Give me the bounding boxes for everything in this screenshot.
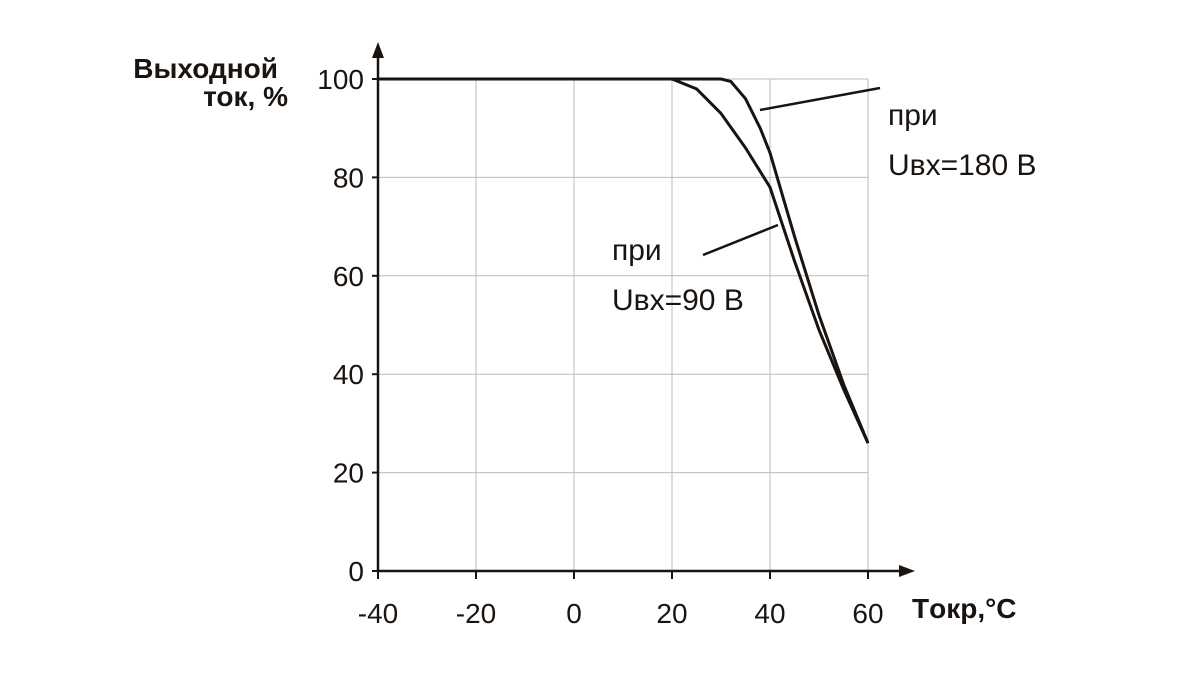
- series-label: Uвх=180 В: [888, 149, 1037, 182]
- y-tick-label: 40: [333, 359, 364, 390]
- x-tick-label: 60: [852, 598, 883, 629]
- x-tick-label: 40: [754, 598, 785, 629]
- y-tick-label: 100: [317, 64, 364, 95]
- x-tick-label: 0: [566, 598, 582, 629]
- x-axis-label: Tокр,°C: [912, 593, 1017, 624]
- y-tick-label: 80: [333, 162, 364, 193]
- annotation: при: [888, 99, 938, 132]
- y-axis-label: Выходной: [133, 53, 278, 84]
- leader-line: [759, 86, 881, 112]
- y-axis-arrow: [372, 42, 384, 58]
- x-axis-arrow: [899, 565, 915, 577]
- x-tick-label: 20: [656, 598, 687, 629]
- x-tick-label: -20: [456, 598, 496, 629]
- annotation: при: [612, 234, 662, 267]
- y-tick-label: 0: [348, 556, 364, 587]
- y-tick-label: 20: [333, 458, 364, 489]
- series-label: Uвх=90 В: [612, 284, 744, 317]
- x-tick-label: -40: [358, 598, 398, 629]
- y-axis-label: ток, %: [203, 81, 288, 112]
- leader-line: [702, 223, 779, 257]
- line-series: [378, 77, 870, 444]
- line-series: [378, 77, 870, 444]
- y-tick-label: 60: [333, 261, 364, 292]
